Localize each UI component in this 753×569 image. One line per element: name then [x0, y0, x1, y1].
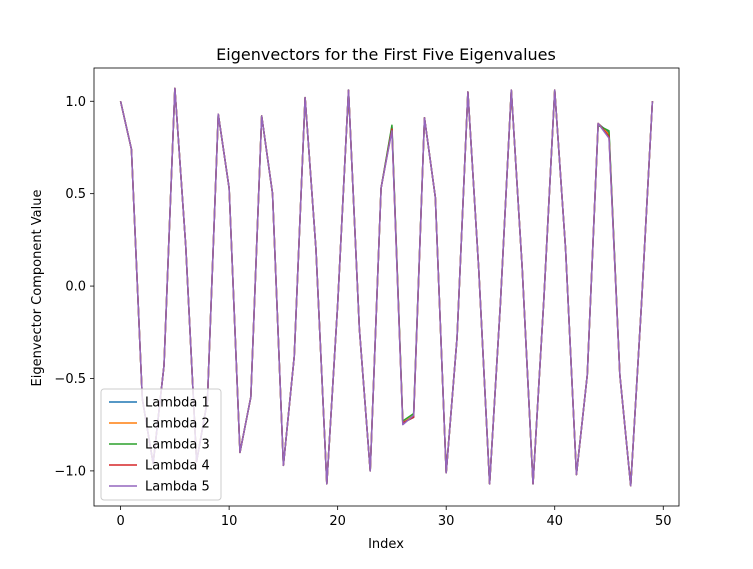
y-tick-label: 0.5	[65, 187, 86, 202]
series-line-5	[119, 87, 654, 487]
x-axis-label: Index	[368, 537, 404, 552]
y-tick-label: 0.0	[65, 280, 86, 295]
y-axis-label: Eigenvector Component Value	[30, 190, 45, 387]
chart-title: Eigenvectors for the First Five Eigenval…	[216, 45, 556, 64]
legend-label: Lambda 2	[145, 417, 210, 432]
legend-label: Lambda 3	[145, 438, 210, 453]
y-axis-ticks: −1.0 −0.5 0.0 0.5 1.0	[54, 95, 94, 479]
y-tick-label: −0.5	[54, 372, 86, 387]
x-tick-label: 20	[329, 514, 346, 529]
legend: Lambda 1 Lambda 2 Lambda 3 Lambda 4 Lambda 5	[100, 388, 222, 501]
legend-label: Lambda 5	[145, 480, 210, 495]
x-tick-label: 10	[221, 514, 238, 529]
y-tick-label: 1.0	[65, 95, 86, 110]
legend-label: Lambda 4	[145, 459, 210, 474]
x-tick-label: 40	[546, 514, 563, 529]
series-layer	[119, 87, 654, 487]
axes-frame	[93, 67, 680, 507]
y-tick-label: −1.0	[54, 464, 86, 479]
x-tick-label: 50	[655, 514, 672, 529]
legend-box	[100, 388, 222, 501]
x-axis-ticks: 0 10 20 30 40 50	[116, 506, 672, 529]
x-tick-label: 0	[116, 514, 124, 529]
legend-label: Lambda 1	[145, 396, 210, 411]
x-tick-label: 30	[438, 514, 455, 529]
axes-spines	[93, 67, 680, 507]
